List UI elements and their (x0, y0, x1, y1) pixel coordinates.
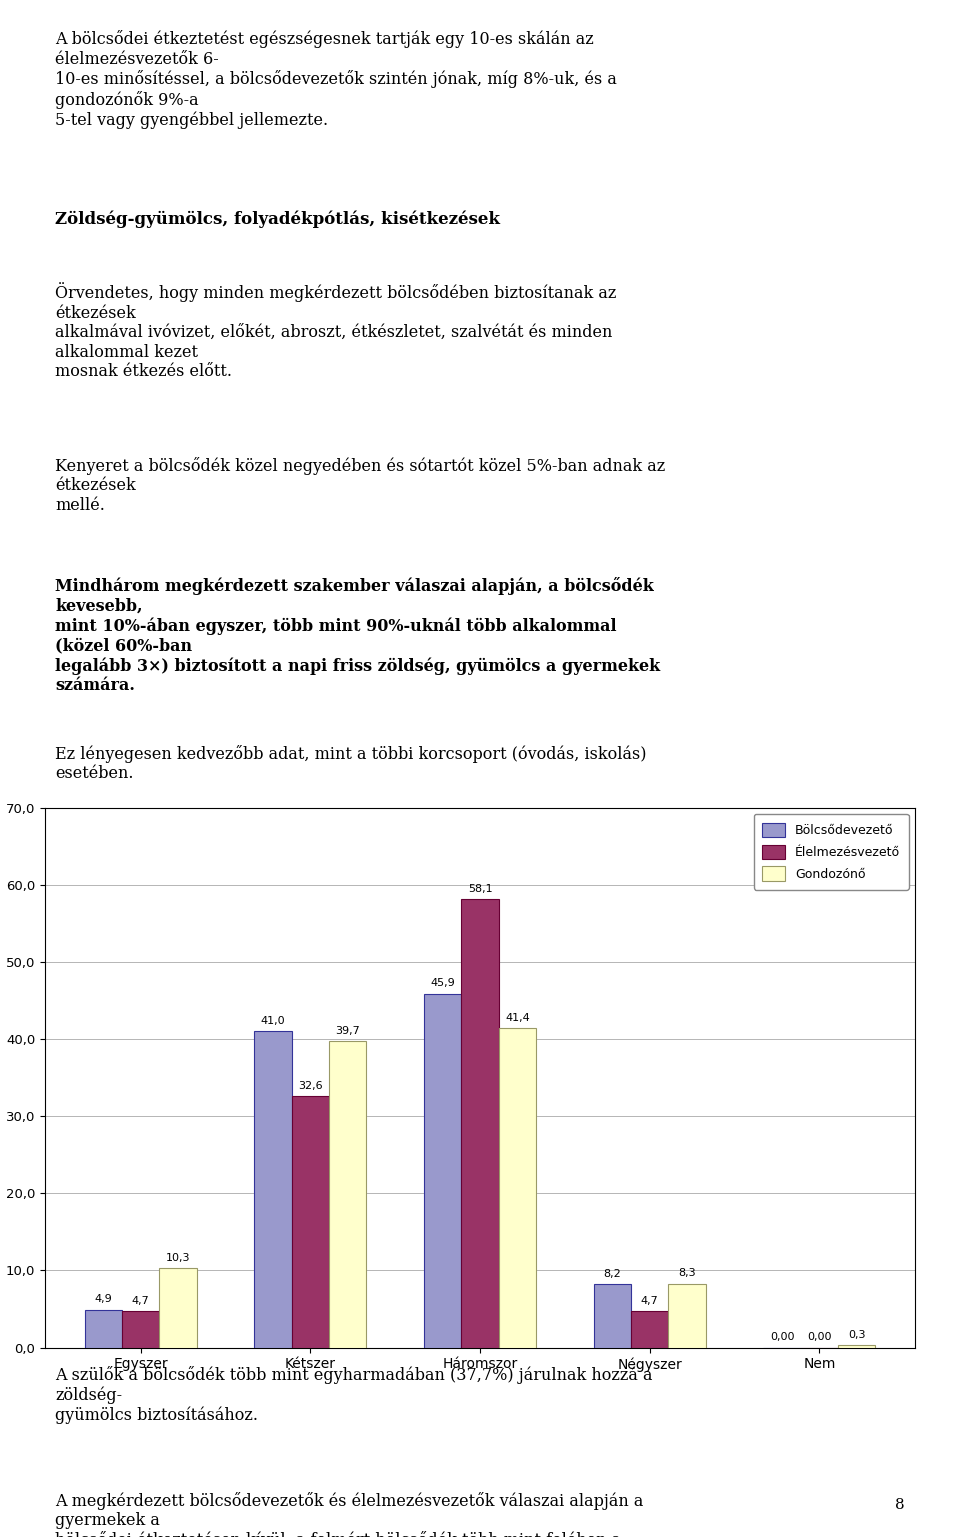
Text: 10,3: 10,3 (166, 1253, 190, 1263)
Text: 0,00: 0,00 (807, 1333, 831, 1342)
Text: 32,6: 32,6 (298, 1081, 323, 1091)
Bar (631, 1311, 668, 1348)
Bar (122, 1311, 159, 1348)
Text: 0,3: 0,3 (848, 1330, 866, 1340)
Text: 58,1: 58,1 (468, 884, 492, 895)
Text: 45,9: 45,9 (430, 978, 455, 988)
Bar (424, 993, 462, 1348)
Bar (593, 1285, 631, 1348)
Text: Kenyeret a bölcsődék közel negyedében és sótartót közel 5%-ban adnak az étkezése: Kenyeret a bölcsődék közel negyedében és… (55, 456, 665, 513)
Text: Mindhárom megkérdezett szakember válaszai alapján, a bölcsődék kevesebb,
mint 10: Mindhárom megkérdezett szakember válasza… (55, 578, 660, 695)
Text: 39,7: 39,7 (335, 1025, 360, 1036)
Bar (84, 1310, 122, 1348)
Bar (838, 1345, 876, 1348)
Bar (254, 1031, 292, 1348)
Text: 8,2: 8,2 (604, 1270, 621, 1279)
Text: 4,7: 4,7 (132, 1296, 150, 1306)
Text: 4,7: 4,7 (641, 1296, 659, 1306)
Bar (292, 1096, 329, 1348)
Text: 8,3: 8,3 (679, 1268, 696, 1279)
Text: 41,4: 41,4 (505, 1013, 530, 1022)
Bar (498, 1028, 536, 1348)
Text: 41,0: 41,0 (260, 1016, 285, 1025)
Text: 0,00: 0,00 (770, 1333, 794, 1342)
Text: Zöldség-gyümölcs, folyadékpótlás, kisétkezések: Zöldség-gyümölcs, folyadékpótlás, kisétk… (55, 211, 500, 227)
Text: 8: 8 (896, 1499, 905, 1512)
Text: Ez lényegesen kedvezőbb adat, mint a többi korcsoport (óvodás, iskolás) esetében: Ez lényegesen kedvezőbb adat, mint a töb… (55, 744, 646, 782)
Bar (329, 1042, 367, 1348)
Legend: Bölcsődevezető, Élelmezésvezető, Gondozónő: Bölcsődevezető, Élelmezésvezető, Gondozó… (754, 815, 909, 890)
Text: A megkérdezett bölcsődevezetők és élelmezésvezetők válaszai alapján a gyermekek : A megkérdezett bölcsődevezetők és élelme… (55, 1491, 645, 1537)
Bar (668, 1283, 706, 1348)
Bar (159, 1268, 197, 1348)
Bar (462, 899, 498, 1348)
Text: A szülők a bölcsődék több mint egyharmadában (37,7%) járulnak hozzá a zöldség-
g: A szülők a bölcsődék több mint egyharmad… (55, 1365, 653, 1423)
Text: A bölcsődei étkeztetést egészségesnek tartják egy 10-es skálán az élelmezésvezet: A bölcsődei étkeztetést egészségesnek ta… (55, 31, 617, 129)
Text: Örvendetes, hogy minden megkérdezett bölcsődében biztosítanak az étkezések
alkal: Örvendetes, hogy minden megkérdezett böl… (55, 281, 616, 380)
Text: 4,9: 4,9 (94, 1294, 112, 1305)
